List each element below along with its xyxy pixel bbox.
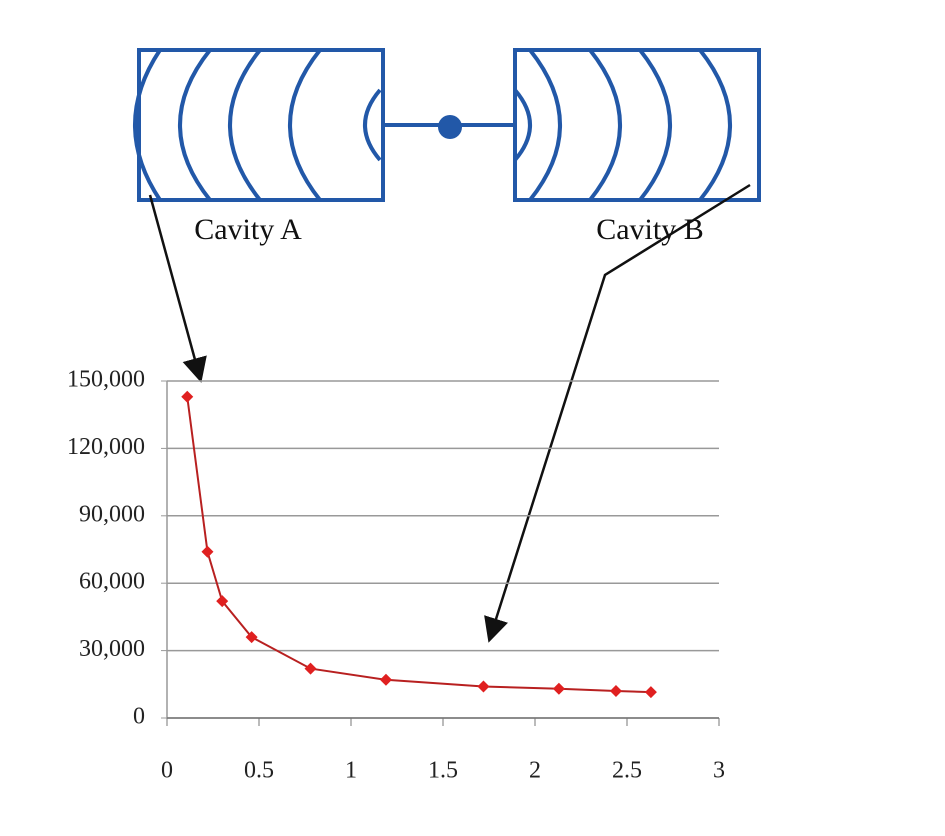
- data-point: [644, 686, 657, 699]
- data-point: [181, 390, 194, 403]
- data-point: [477, 680, 490, 693]
- y-tick-label: 60,000: [79, 569, 145, 595]
- y-tick-label: 120,000: [67, 434, 145, 460]
- x-tick-label: 3: [713, 758, 725, 784]
- y-tick-label: 0: [133, 704, 145, 730]
- data-point: [609, 685, 622, 698]
- cavity-diagram: Cavity A Cavity B: [133, 48, 761, 643]
- plot: 0 30,000 60,000 90,000 120,000 150,000 0 0.5 1 1.…: [67, 367, 725, 784]
- x-tick-label: 0: [161, 758, 173, 784]
- y-tick-label: 90,000: [79, 501, 145, 527]
- arrow-b: [484, 183, 751, 643]
- data-point: [201, 545, 214, 558]
- data-point: [552, 682, 565, 695]
- cavity-b-fields: [513, 48, 732, 202]
- y-tick-label: 150,000: [67, 367, 145, 393]
- data-point: [379, 673, 392, 686]
- x-tick-label: 2: [529, 758, 541, 784]
- coupler-node: [438, 115, 462, 139]
- cavity-a-box: [137, 48, 385, 202]
- cavity-a-label: Cavity A: [194, 213, 302, 246]
- x-tick-label: 1: [345, 758, 357, 784]
- data-line: [186, 396, 651, 694]
- x-tick-label: 0.5: [244, 758, 274, 784]
- data-point: [216, 595, 229, 608]
- data-point: [304, 662, 317, 675]
- y-tick-label: 30,000: [79, 636, 145, 662]
- cavity-a-fields: [133, 48, 382, 202]
- x-tick-label: 1.5: [428, 758, 458, 784]
- cavity-b-box: [513, 48, 761, 202]
- x-tick-label: 2.5: [612, 758, 642, 784]
- arrow-a: [148, 194, 207, 383]
- cavity-b-label: Cavity B: [596, 213, 704, 246]
- data-point: [245, 631, 258, 644]
